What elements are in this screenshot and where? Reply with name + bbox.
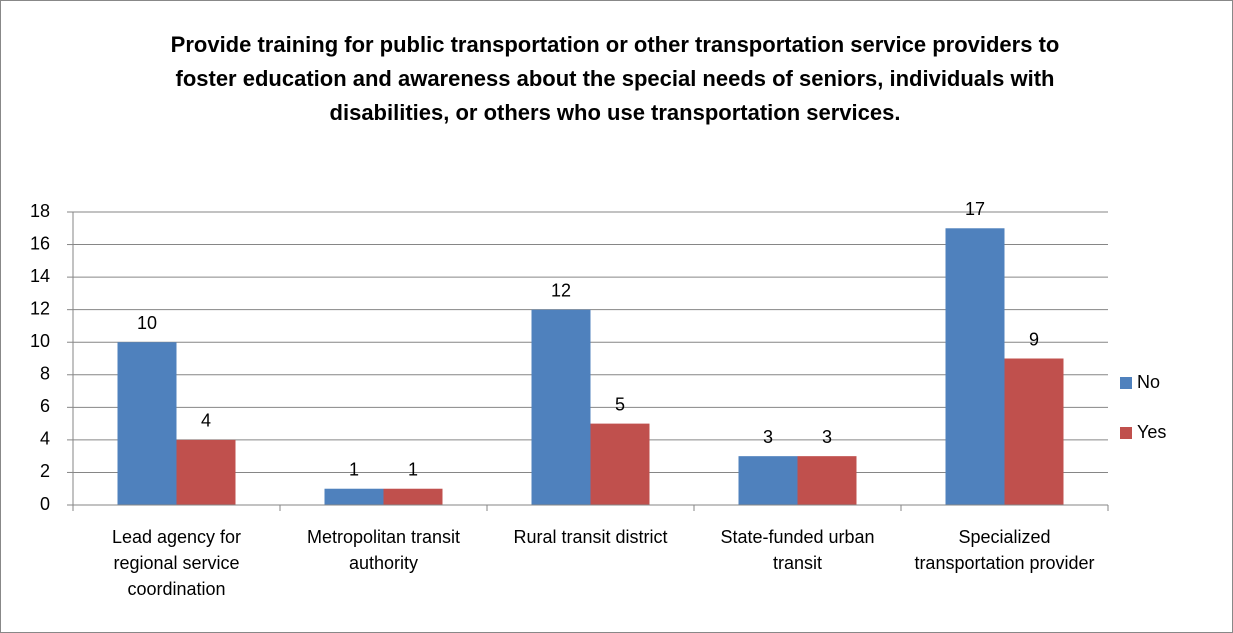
legend-swatch (1120, 427, 1132, 439)
data-label: 1 (408, 459, 418, 479)
data-label: 10 (137, 313, 157, 333)
data-label: 12 (551, 280, 571, 300)
y-tick-label: 8 (40, 364, 50, 384)
x-tick-label: Specialized transportation provider (914, 527, 1095, 573)
chart-title: Provide training for public transportati… (170, 32, 1060, 125)
y-tick-label: 4 (40, 429, 50, 449)
y-tick-label: 10 (30, 331, 50, 351)
bar (945, 228, 1005, 505)
y-tick-label: 12 (30, 298, 50, 318)
y-tick-label: 14 (30, 266, 50, 286)
bar (383, 488, 443, 505)
bar (176, 439, 236, 505)
bar (531, 309, 591, 505)
x-tick-label: Rural transit district (513, 527, 668, 547)
legend-label: Yes (1137, 422, 1166, 442)
data-label: 9 (1029, 329, 1039, 349)
legend-swatch (1120, 377, 1132, 389)
data-label: 5 (615, 394, 625, 414)
y-tick-label: 6 (40, 396, 50, 416)
bar (797, 456, 857, 505)
bar (324, 488, 384, 505)
data-label: 4 (201, 411, 211, 431)
x-tick-label: Lead agency for regional service coordin… (111, 527, 242, 599)
legend-label: No (1137, 372, 1160, 392)
data-label: 17 (965, 199, 985, 219)
y-tick-label: 16 (30, 233, 50, 253)
y-tick-label: 18 (30, 201, 50, 221)
bar (590, 423, 650, 505)
x-tick-label: Metropolitan transit authority (306, 527, 461, 573)
bar (738, 456, 798, 505)
bar (1004, 358, 1064, 505)
x-tick-label: State-funded urban transit (720, 527, 875, 573)
y-tick-label: 0 (40, 494, 50, 514)
data-label: 3 (763, 427, 773, 447)
data-label: 3 (822, 427, 832, 447)
data-label: 1 (349, 459, 359, 479)
y-tick-label: 2 (40, 461, 50, 481)
bar (117, 342, 177, 505)
